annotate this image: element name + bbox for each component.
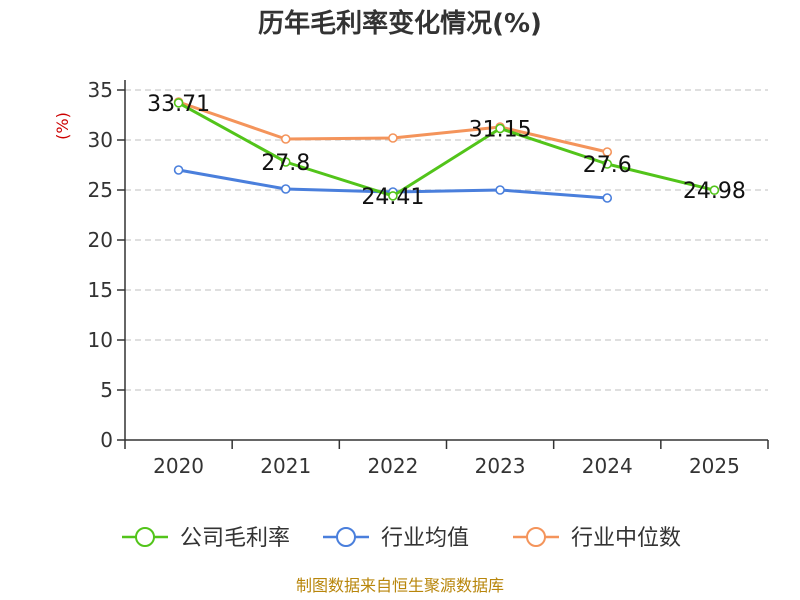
data-label-2021: 27.8 <box>261 151 310 176</box>
legend-marker-0 <box>135 527 155 547</box>
point-1-2020[interactable] <box>173 165 184 175</box>
x-tick-label-2024: 2024 <box>582 454 633 478</box>
legend-item-1[interactable]: 行业均值 <box>323 526 469 551</box>
x-tick-label-2020: 2020 <box>153 454 204 478</box>
data-label-2025: 24.98 <box>683 179 746 204</box>
point-2-2021[interactable] <box>280 134 291 144</box>
point-1-2024[interactable] <box>602 193 613 203</box>
legend-item-2[interactable]: 行业中位数 <box>513 526 681 551</box>
y-tick-label-25: 25 <box>88 178 113 202</box>
data-label-2022: 24.41 <box>361 185 424 210</box>
point-0-2024[interactable] <box>602 159 613 169</box>
data-labels: 33.71 27.8 24.41 31.15 27.6 24.98 <box>147 92 746 210</box>
data-label-2020: 33.71 <box>147 92 210 117</box>
y-tick-label-20: 20 <box>88 228 113 252</box>
x-tick-label-2023: 2023 <box>475 454 526 478</box>
legend-label-1: 行业均值 <box>381 526 469 551</box>
point-1-2023[interactable] <box>495 185 505 195</box>
legend-label-0: 公司毛利率 <box>180 526 290 551</box>
point-0-2022[interactable] <box>388 191 398 201</box>
gridlines <box>125 89 768 391</box>
point-0-2023[interactable] <box>495 123 505 134</box>
y-tick-label-35: 35 <box>88 78 113 102</box>
point-0-2020[interactable] <box>173 98 184 108</box>
point-1-2021[interactable] <box>280 184 291 194</box>
data-label-2024: 27.6 <box>583 153 632 178</box>
legend-label-2: 行业中位数 <box>571 526 681 551</box>
legend-item-0[interactable]: 公司毛利率 <box>122 526 290 551</box>
y-tick-label-10: 10 <box>88 328 113 352</box>
legend[interactable]: 公司毛利率 行业均值 行业中位数 <box>122 526 681 551</box>
legend-marker-2 <box>526 527 546 547</box>
data-label-2023: 31.15 <box>469 118 532 143</box>
source-note: 制图数据来自恒生聚源数据库 <box>296 576 504 595</box>
x-tick-label-2022: 2022 <box>367 454 418 478</box>
y-axis-label: (%) <box>53 112 72 140</box>
x-tick-label-2025: 2025 <box>689 454 740 478</box>
point-0-2025[interactable] <box>709 185 720 195</box>
chart-title: 历年毛利率变化情况(%) <box>258 8 542 39</box>
point-0-2021[interactable] <box>280 157 291 167</box>
point-2-2022[interactable] <box>388 133 398 143</box>
series-lines <box>173 97 720 203</box>
y-tick-label-5: 5 <box>100 378 113 402</box>
y-tick-label-15: 15 <box>88 278 113 302</box>
series-line-0[interactable] <box>177 101 715 198</box>
series-line-2[interactable] <box>178 100 608 154</box>
y-tick-label-30: 30 <box>88 128 113 152</box>
legend-marker-1 <box>336 527 356 547</box>
x-tick-label-2021: 2021 <box>260 454 311 478</box>
point-2-2024[interactable] <box>602 147 613 157</box>
y-tick-label-0: 0 <box>100 428 113 452</box>
